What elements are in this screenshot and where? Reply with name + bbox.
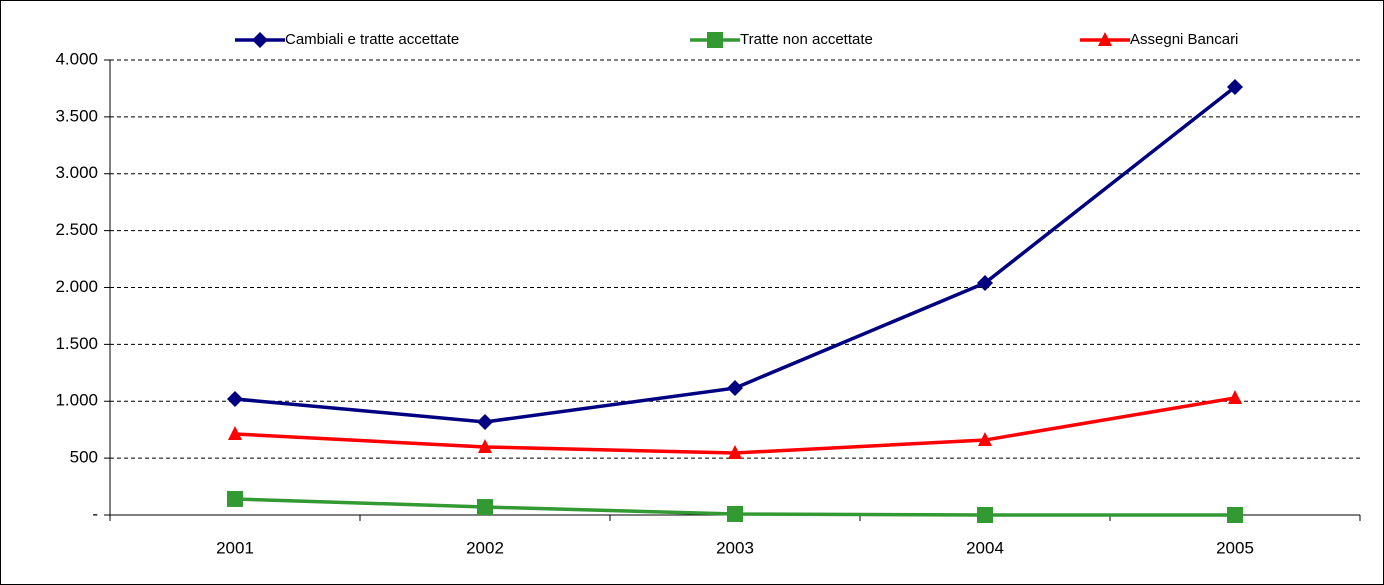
y-tick-label: - (92, 504, 98, 523)
marker (977, 507, 993, 523)
marker (1228, 389, 1242, 404)
x-tick-label: 2005 (1216, 538, 1254, 557)
marker (978, 432, 992, 447)
y-tick-label: 3.000 (55, 163, 98, 182)
marker (227, 390, 243, 407)
legend-label: Tratte non accettate (740, 31, 873, 48)
marker (252, 32, 268, 48)
marker (1227, 78, 1243, 95)
y-tick-label: 1.500 (55, 334, 98, 353)
legend-label: Cambiali e tratte accettate (285, 31, 459, 48)
marker (227, 490, 243, 507)
y-tick-label: 4.000 (55, 49, 98, 68)
y-tick-label: 3.500 (55, 106, 98, 125)
marker (478, 438, 492, 453)
marker (228, 426, 242, 441)
y-tick-label: 2.000 (55, 277, 98, 296)
legend-label: Assegni Bancari (1130, 31, 1238, 48)
x-tick-label: 2002 (466, 538, 504, 557)
marker (727, 380, 743, 397)
marker (477, 499, 493, 516)
marker (728, 445, 742, 460)
y-tick-label: 500 (70, 448, 98, 467)
y-tick-label: 1.000 (55, 391, 98, 410)
marker (707, 32, 723, 48)
marker (1227, 507, 1243, 523)
x-tick-label: 2004 (966, 538, 1004, 557)
marker (977, 274, 993, 291)
y-tick-label: 2.500 (55, 220, 98, 239)
marker (477, 413, 493, 430)
marker (1098, 32, 1112, 46)
x-tick-label: 2001 (216, 538, 254, 557)
marker (727, 505, 743, 522)
x-tick-label: 2003 (716, 538, 754, 557)
